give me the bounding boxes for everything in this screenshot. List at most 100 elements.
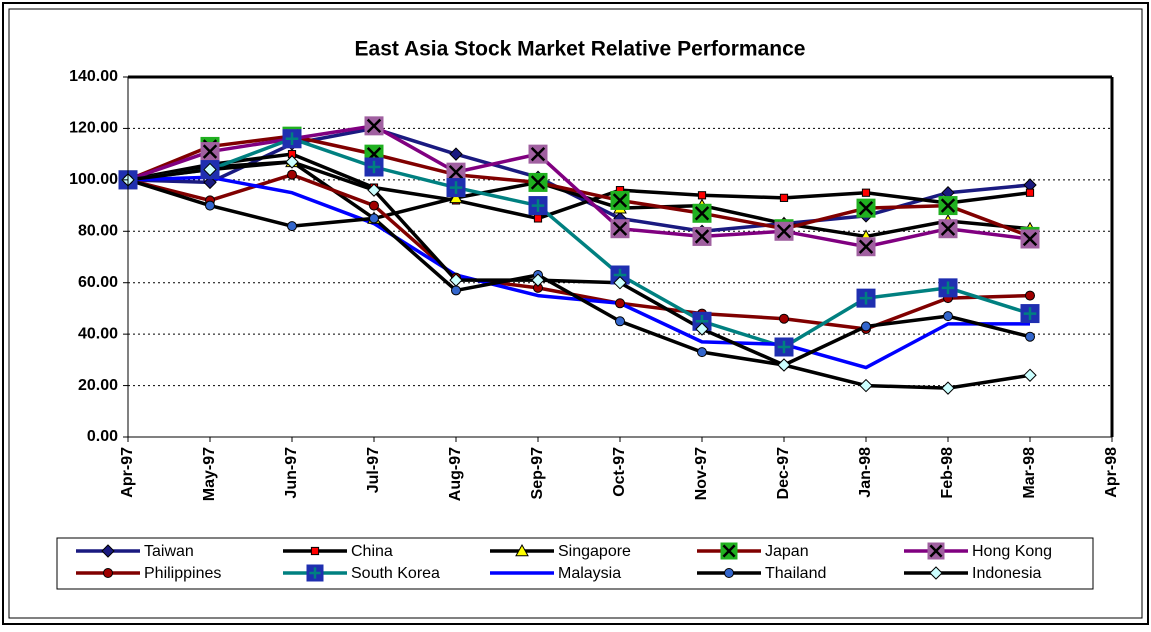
marker [364,116,384,136]
marker [364,157,384,177]
series-line [127,136,1031,349]
marker-cross [367,160,381,174]
marker-cross [1022,231,1038,247]
marker [774,337,794,357]
marker-cross [531,199,545,212]
legend-item: Taiwan [76,543,194,560]
marker [610,219,630,239]
legend-item: Indonesia [904,565,1041,582]
legend-item: South Korea [283,564,440,582]
marker [533,214,543,223]
marker-shape [531,273,545,287]
marker [724,568,734,578]
marker-shape [613,276,627,290]
marker-cross [858,200,874,216]
marker-shape [1023,368,1037,382]
x-tick-label: Apr-98 [1103,447,1120,498]
marker-shape [449,273,463,287]
marker [692,226,712,246]
marker [367,183,381,197]
marker [310,546,320,556]
marker-shape [615,298,625,309]
marker [856,288,876,308]
legend-item: Singapore [490,543,631,560]
marker [449,190,463,204]
series-line [127,160,1031,390]
marker [528,196,548,216]
marker [938,278,958,298]
marker [856,237,876,257]
marker-shape [533,214,543,223]
inner-frame [8,8,1143,619]
marker [697,191,707,200]
legend-label: Taiwan [144,543,194,560]
marker-shape [777,358,791,372]
legend-item: China [283,543,393,560]
marker [938,219,958,239]
marker-shape [205,200,215,211]
marker [777,358,791,372]
marker-cross [612,221,628,236]
marker-shape [451,285,461,296]
marker [943,311,953,322]
marker-cross [940,198,956,213]
marker [697,347,707,358]
marker-shape [929,566,943,580]
marker [203,162,217,177]
marker [941,381,955,395]
marker-cross [694,206,710,221]
marker-cross [285,132,299,146]
marker-cross [309,567,321,579]
y-tick-label: 120.00 [69,120,118,137]
marker [861,321,871,332]
marker [779,193,789,202]
marker-cross [530,175,546,190]
marker-cross [694,229,710,244]
marker-shape [203,175,217,190]
marker [203,175,217,190]
marker-shape [515,543,529,557]
y-tick-label: 100.00 [69,171,118,188]
marker-shape [203,162,217,177]
marker [446,178,466,198]
marker-shape [449,190,463,204]
legend-item: Malaysia [490,565,621,582]
marker [610,190,630,210]
marker [1025,331,1035,342]
marker-shape [449,147,463,161]
marker-shape [1025,188,1035,197]
legend: Taiwan China Singapore Japan Hong Kong Philip… [76,542,1052,582]
marker-cross [448,164,464,180]
series-line [127,178,1031,367]
x-tick-label: Jul-97 [365,447,382,493]
series-layer [118,116,1040,395]
marker-cross [530,146,546,162]
marker [306,564,324,582]
marker [613,276,627,290]
marker-shape [369,213,379,224]
marker [515,543,529,557]
marker [282,129,302,149]
marker-shape [697,191,707,200]
marker-shape [859,378,873,393]
marker [200,142,220,162]
marker-cross [929,544,943,558]
marker-cross [202,144,218,159]
marker-shape [943,311,953,322]
marker [285,155,299,169]
marker [692,203,712,223]
marker-shape [103,568,113,578]
y-tick-label: 80.00 [78,223,118,240]
marker-cross [858,239,874,254]
marker-cross [366,118,382,134]
marker [1020,304,1040,324]
x-tick-label: Feb-98 [939,447,956,499]
legend-label: Singapore [558,543,631,560]
marker-shape [779,313,789,324]
marker-cross [777,340,791,354]
marker [861,188,871,197]
marker-shape [1025,290,1035,301]
marker [720,542,738,560]
marker [449,273,463,287]
